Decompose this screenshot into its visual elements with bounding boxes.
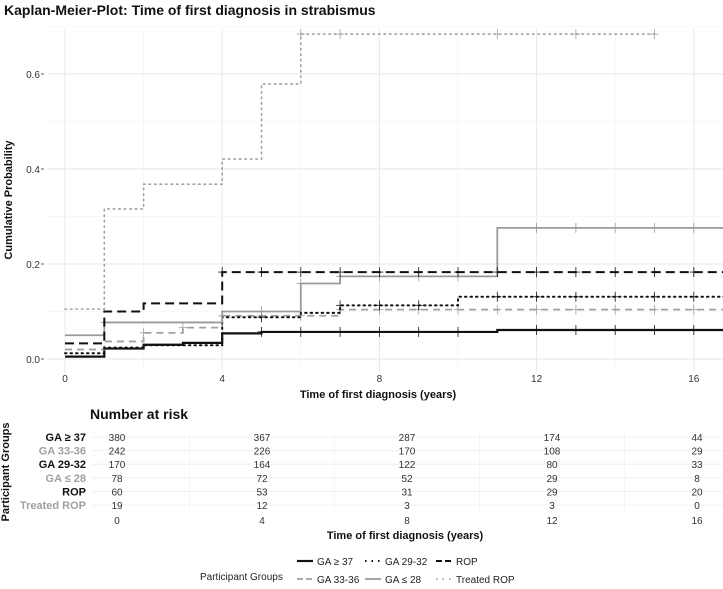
risk-row-label: Treated ROP bbox=[20, 500, 86, 512]
axes: 0 4 8 12 16 0.0 0.2 0.4 0.6 bbox=[26, 70, 700, 385]
risk-value: 29 bbox=[691, 447, 703, 458]
x-tick-label: 16 bbox=[688, 374, 700, 385]
risk-x-tick-label: 4 bbox=[259, 516, 265, 527]
risk-value: 60 bbox=[111, 487, 123, 498]
risk-value: 0 bbox=[694, 501, 700, 512]
risk-value: 108 bbox=[544, 447, 561, 458]
risk-value: 226 bbox=[254, 447, 271, 458]
risk-table-y-label: Participant Groups bbox=[0, 422, 12, 521]
risk-x-tick-label: 8 bbox=[404, 516, 410, 527]
risk-row-label: GA ≥ 37 bbox=[46, 432, 86, 444]
series-group bbox=[64, 29, 723, 358]
risk-value: 33 bbox=[691, 460, 703, 471]
risk-value: 12 bbox=[256, 501, 268, 512]
risk-row-label: GA ≤ 28 bbox=[46, 473, 86, 485]
risk-value: 8 bbox=[694, 474, 700, 485]
risk-value: 122 bbox=[399, 460, 416, 471]
risk-row-label: GA 33-36 bbox=[39, 446, 86, 458]
risk-row-label: ROP bbox=[62, 486, 86, 498]
risk-value: 287 bbox=[399, 433, 416, 444]
risk-value: 380 bbox=[109, 433, 126, 444]
series-line bbox=[65, 271, 723, 345]
risk-value: 20 bbox=[691, 487, 703, 498]
x-tick-label: 8 bbox=[377, 374, 383, 385]
risk-value: 29 bbox=[546, 474, 558, 485]
risk-row-label: GA 29-32 bbox=[39, 459, 86, 471]
legend-label: ROP bbox=[456, 557, 478, 568]
chart-title: Kaplan-Meier-Plot: Time of first diagnos… bbox=[4, 2, 376, 18]
risk-value: 170 bbox=[399, 447, 416, 458]
y-axis-label: Cumulative Probability bbox=[3, 140, 15, 260]
legend-label: Treated ROP bbox=[456, 575, 515, 586]
risk-value: 52 bbox=[401, 474, 413, 485]
risk-value: 80 bbox=[546, 460, 558, 471]
risk-x-tick-label: 12 bbox=[546, 516, 558, 527]
y-tick-label: 0.4 bbox=[26, 165, 40, 176]
legend-label: GA ≥ 37 bbox=[317, 557, 354, 568]
risk-value: 29 bbox=[546, 487, 558, 498]
series-line bbox=[64, 33, 656, 310]
legend-label: GA ≤ 28 bbox=[385, 575, 422, 586]
risk-x-tick-label: 0 bbox=[114, 516, 120, 527]
risk-value: 367 bbox=[254, 433, 271, 444]
risk-value: 170 bbox=[109, 460, 126, 471]
risk-value: 3 bbox=[404, 501, 410, 512]
risk-table-x-label: Time of first diagnosis (years) bbox=[327, 530, 484, 542]
y-tick-label: 0.0 bbox=[26, 355, 40, 366]
risk-value: 72 bbox=[256, 474, 268, 485]
series-line bbox=[64, 295, 723, 355]
risk-x-tick-label: 16 bbox=[691, 516, 703, 527]
legend-label: GA 33-36 bbox=[317, 575, 360, 586]
risk-value: 31 bbox=[401, 487, 413, 498]
risk-table-title: Number at risk bbox=[90, 406, 188, 422]
legend-title: Participant Groups bbox=[200, 572, 283, 583]
risk-value: 242 bbox=[109, 447, 126, 458]
series-line bbox=[65, 328, 723, 358]
y-tick-label: 0.2 bbox=[26, 260, 40, 271]
risk-value: 164 bbox=[254, 460, 271, 471]
risk-value: 19 bbox=[111, 501, 123, 512]
x-tick-label: 12 bbox=[531, 374, 543, 385]
risk-value: 78 bbox=[111, 474, 123, 485]
risk-value: 3 bbox=[549, 501, 555, 512]
legend[interactable]: GA ≥ 37 GA 29-32 ROP GA 33-36 GA ≤ 28 Treated… bbox=[297, 557, 515, 586]
x-axis-label: Time of first diagnosis (years) bbox=[300, 389, 457, 401]
risk-value: 53 bbox=[256, 487, 268, 498]
risk-value: 174 bbox=[544, 433, 561, 444]
x-tick-label: 4 bbox=[219, 374, 225, 385]
grid bbox=[48, 26, 723, 372]
series-line bbox=[65, 227, 723, 337]
x-tick-label: 0 bbox=[62, 374, 68, 385]
legend-label: GA 29-32 bbox=[385, 557, 428, 568]
y-tick-label: 0.6 bbox=[26, 70, 40, 81]
risk-value: 44 bbox=[691, 433, 703, 444]
